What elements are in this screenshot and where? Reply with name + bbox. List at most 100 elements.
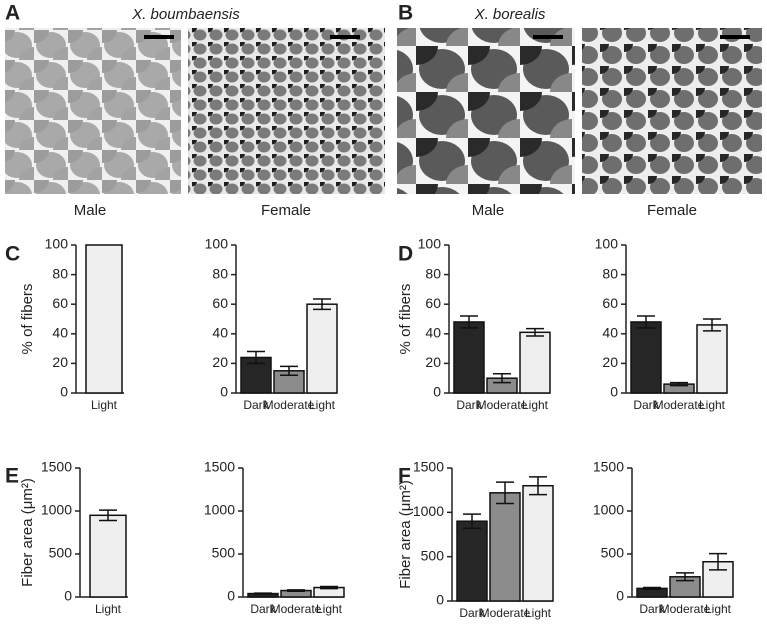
error-bar — [493, 373, 511, 384]
y-tick-label: 0 — [60, 384, 68, 400]
y-axis-label: % of fibers — [397, 284, 414, 355]
micrograph — [188, 28, 385, 194]
species-name: X. borealis — [474, 6, 546, 23]
error-bar — [709, 552, 727, 571]
error-bar — [703, 318, 721, 332]
x-tick-label: Dark — [459, 606, 485, 620]
x-tick-label: Light — [309, 398, 336, 412]
y-tick-label: 1500 — [204, 459, 235, 475]
x-tick-label: Moderate — [660, 602, 711, 616]
x-tick-label: Moderate — [654, 398, 705, 412]
x-tick-label: Dark — [250, 602, 276, 616]
scale-bar — [720, 35, 750, 39]
y-tick-label: 0 — [616, 588, 624, 604]
y-tick-label: 500 — [421, 547, 445, 563]
y-axis-label: Fiber area (μm²) — [397, 480, 414, 589]
x-tick-label: Dark — [639, 602, 665, 616]
y-tick-label: 1500 — [413, 459, 444, 475]
y-axis-label: Fiber area (μm²) — [19, 478, 36, 587]
y-tick-label: 80 — [212, 265, 228, 281]
bar — [696, 324, 728, 394]
y-tick-label: 500 — [212, 545, 236, 561]
panel-label: D — [398, 243, 413, 266]
y-tick-label: 20 — [52, 354, 68, 370]
error-bar — [460, 315, 478, 329]
error-bar — [526, 327, 544, 337]
y-tick-label: 40 — [52, 325, 68, 341]
image-caption: Male — [74, 202, 107, 219]
panel-label: E — [5, 465, 19, 488]
y-tick-label: 0 — [610, 384, 618, 400]
error-bar — [247, 350, 265, 365]
scale-bar — [330, 35, 360, 39]
y-tick-label: 20 — [425, 354, 441, 370]
y-tick-label: 100 — [205, 236, 229, 252]
y-tick-label: 40 — [212, 325, 228, 341]
bar — [522, 484, 554, 602]
y-tick-label: 100 — [45, 236, 69, 252]
bar — [453, 321, 485, 394]
bar — [456, 520, 488, 602]
error-bar — [287, 589, 305, 592]
x-tick-label: Dark — [456, 398, 482, 412]
x-tick-label: Dark — [243, 398, 269, 412]
bar — [306, 303, 338, 394]
x-tick-label: Moderate — [271, 602, 322, 616]
y-tick-label: 80 — [602, 265, 618, 281]
error-bar — [463, 513, 481, 530]
bar — [519, 331, 551, 394]
x-tick-label: Light — [522, 398, 549, 412]
y-tick-label: 500 — [49, 545, 73, 561]
error-bar — [643, 586, 661, 591]
x-tick-label: Moderate — [480, 606, 531, 620]
y-tick-label: 80 — [425, 265, 441, 281]
x-tick-label: Moderate — [477, 398, 528, 412]
error-bar — [254, 592, 272, 595]
error-bar — [99, 509, 117, 522]
y-tick-label: 100 — [418, 236, 442, 252]
species-name: X. boumbaensis — [131, 6, 240, 23]
panel-label: A — [5, 2, 20, 25]
x-tick-label: Light — [95, 602, 122, 616]
x-tick-label: Light — [699, 398, 726, 412]
error-bar — [637, 315, 655, 329]
y-tick-label: 60 — [602, 295, 618, 311]
y-tick-label: 0 — [436, 592, 444, 608]
y-axis-label: % of fibers — [19, 284, 36, 355]
x-tick-label: Light — [316, 602, 343, 616]
y-tick-label: 40 — [425, 325, 441, 341]
y-tick-label: 20 — [212, 354, 228, 370]
y-tick-label: 1500 — [41, 459, 72, 475]
error-bar — [676, 572, 694, 582]
y-tick-label: 1500 — [593, 459, 624, 475]
image-caption: Male — [472, 202, 505, 219]
error-bar — [670, 381, 688, 387]
panel-label: C — [5, 243, 20, 266]
error-bar — [529, 476, 547, 496]
y-tick-label: 100 — [595, 236, 619, 252]
y-tick-label: 20 — [602, 354, 618, 370]
y-tick-label: 60 — [52, 295, 68, 311]
panel-label: F — [398, 465, 411, 488]
y-tick-label: 1000 — [41, 502, 72, 518]
y-tick-label: 1000 — [593, 502, 624, 518]
micrograph — [397, 28, 575, 194]
bar — [89, 514, 127, 598]
error-bar — [496, 481, 514, 505]
bar — [489, 492, 521, 602]
x-tick-label: Light — [525, 606, 552, 620]
micrograph — [582, 28, 762, 194]
error-bar — [280, 365, 298, 376]
y-tick-label: 40 — [602, 325, 618, 341]
y-tick-label: 60 — [212, 295, 228, 311]
bar — [630, 321, 662, 394]
x-tick-label: Moderate — [264, 398, 315, 412]
y-tick-label: 60 — [425, 295, 441, 311]
y-tick-label: 0 — [227, 588, 235, 604]
x-tick-label: Light — [705, 602, 732, 616]
scale-bar — [144, 35, 174, 39]
y-tick-label: 0 — [64, 588, 72, 604]
y-tick-label: 80 — [52, 265, 68, 281]
error-bar — [320, 585, 338, 590]
x-tick-label: Dark — [633, 398, 659, 412]
